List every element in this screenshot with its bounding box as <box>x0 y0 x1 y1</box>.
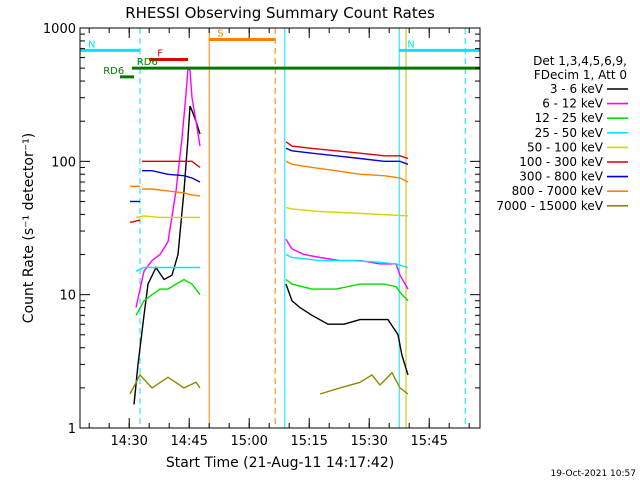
plot-area: N N F S RD6 RD6 <box>79 28 480 428</box>
legend-label-4: 50 - 100 keV <box>527 140 604 154</box>
mode-bar-label-0: N <box>88 39 95 50</box>
plot-frame <box>79 27 481 429</box>
series-5-segment-0 <box>130 219 140 223</box>
series-6-segment-1 <box>142 169 201 183</box>
series-2-segment-1 <box>285 278 409 302</box>
legend-label-6: 300 - 800 keV <box>519 170 603 184</box>
legend-label-1: 6 - 12 keV <box>542 97 604 111</box>
mode-bar-label-4: RD6 <box>137 57 158 68</box>
footer-stamp: 19-Oct-2021 10:57 <box>551 469 636 479</box>
series-8-segment-0 <box>129 373 201 395</box>
mode-bar-label-5: RD6 <box>103 66 124 77</box>
mode-bar-label-2: F <box>157 49 163 60</box>
x-tick-label-0: 14:30 <box>110 434 147 449</box>
legend-label-7: 800 - 7000 keV <box>512 184 604 198</box>
y-axis-label: Count Rate (s⁻¹ detector⁻¹) <box>21 133 37 323</box>
x-tick-label-5: 15:45 <box>410 434 447 449</box>
x-tick-label-2: 15:00 <box>230 434 267 449</box>
legend-label-2: 12 - 25 keV <box>535 111 604 125</box>
legend-label-0: 3 - 6 keV <box>550 82 604 96</box>
mode-bar-label-3: S <box>217 28 223 39</box>
legend-label-8: 7000 - 15000 keV <box>496 199 603 213</box>
series-4-segment-1 <box>285 206 409 217</box>
series-0-segment-0 <box>133 105 201 405</box>
series-8-segment-1 <box>319 371 409 395</box>
chart-title: RHESSI Observing Summary Count Rates <box>125 4 435 22</box>
series-3-segment-1 <box>285 253 409 269</box>
series-6-segment-2 <box>285 147 409 165</box>
x-tick-label-4: 15:30 <box>350 434 387 449</box>
legend-header-1: Det 1,3,4,5,6,9, <box>533 54 627 68</box>
y-tick-label-1: 10 <box>59 289 76 304</box>
series-0-segment-1 <box>285 283 409 376</box>
series-5-segment-2 <box>285 141 409 160</box>
series-7-segment-2 <box>285 160 409 183</box>
y-tick-label-0: 1 <box>68 422 76 437</box>
legend-header-2: FDecim 1, Att 0 <box>534 68 627 82</box>
series-5-segment-1 <box>142 160 201 168</box>
series-1-segment-0 <box>135 66 201 308</box>
x-tick-label-3: 15:15 <box>290 434 327 449</box>
legend-label-5: 100 - 300 keV <box>519 155 603 169</box>
x-axis-label: Start Time (21-Aug-11 14:17:42) <box>166 455 394 471</box>
series-7-segment-1 <box>142 188 201 197</box>
series-3-segment-0 <box>135 266 200 272</box>
axes: 1 10 100 1000 14:30 14:45 15:00 15:15 15:30 15:45 <box>43 22 480 449</box>
x-tick-label-1: 14:45 <box>170 434 207 449</box>
series-4-segment-0 <box>135 215 200 219</box>
legend: Det 1,3,4,5,6,9, FDecim 1, Att 0 3 - 6 k… <box>496 54 628 213</box>
y-tick-label-3: 1000 <box>43 22 76 37</box>
legend-label-3: 25 - 50 keV <box>535 126 604 140</box>
series-2-segment-0 <box>135 278 201 316</box>
y-tick-label-2: 100 <box>51 155 76 170</box>
mode-bar-label-1: N <box>407 39 414 50</box>
